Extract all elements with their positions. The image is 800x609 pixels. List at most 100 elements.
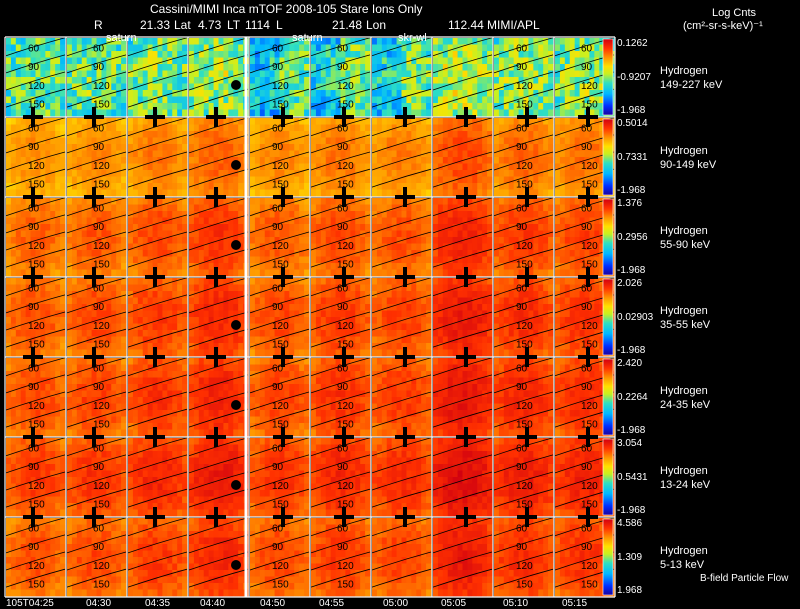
contour-label: 90 (581, 542, 593, 553)
image-frame (67, 118, 127, 197)
colorbar-min-label: -1.968 (617, 105, 646, 116)
image-frame (67, 358, 127, 437)
contour-label: 120 (272, 481, 289, 492)
lon-value: 112.44 (448, 18, 484, 32)
contour-label: 120 (28, 81, 45, 92)
contour-label: 150 (272, 340, 289, 351)
contour-label: 120 (93, 161, 110, 172)
contour-label: 120 (28, 561, 45, 572)
image-frame (250, 38, 310, 117)
contour-label: 150 (272, 100, 289, 111)
row-species-label: Hydrogen (660, 385, 708, 397)
contour-label: 150 (28, 180, 45, 191)
colorbar-mid-label: 0.7331 (617, 152, 648, 163)
contour-label: 120 (337, 241, 354, 252)
contour-label: 150 (28, 100, 45, 111)
image-frame (433, 358, 493, 437)
lt-label: LT (227, 18, 241, 32)
spacecraft-markers (23, 107, 598, 527)
colorbar (602, 198, 614, 276)
contour-label: 150 (337, 100, 354, 111)
contour-label: 150 (581, 100, 598, 111)
contour-label: 90 (337, 542, 349, 553)
image-frame (494, 358, 554, 437)
contour-label: 60 (93, 203, 105, 214)
contour-label: 90 (337, 302, 349, 313)
time-tick-label: 04:55 (319, 598, 345, 609)
contour-label: 90 (28, 382, 40, 393)
contour-label: 60 (337, 443, 349, 454)
image-frame (189, 38, 249, 117)
contour-label: 90 (581, 302, 593, 313)
contour-label: 120 (516, 401, 533, 412)
colorbar-mid-label: -0.9207 (617, 72, 651, 83)
contour-label: 120 (516, 561, 533, 572)
contour-label: 60 (93, 123, 105, 134)
contour-label: 90 (581, 382, 593, 393)
colorbar-min-label: -1.968 (617, 185, 646, 196)
chart-title: Cassini/MIMI Inca mTOF 2008-105 Stare Io… (150, 2, 423, 16)
image-frame (372, 518, 432, 597)
contour-label: 120 (93, 561, 110, 572)
row-energy-label: 149-227 keV (660, 79, 723, 91)
contour-label: 150 (272, 580, 289, 591)
contour-label: 120 (337, 321, 354, 332)
time-tick-label: 04:30 (86, 598, 112, 609)
contour-label: 150 (337, 580, 354, 591)
row-species-label: Hydrogen (660, 465, 708, 477)
image-frame (189, 518, 249, 597)
contour-label: 90 (93, 462, 105, 473)
colorbar-units: (cm²-sr-s-keV)⁻¹ (683, 20, 763, 32)
contour-label: 150 (28, 260, 45, 271)
contour-label: 90 (272, 142, 284, 153)
image-frame (250, 358, 310, 437)
contour-label: 60 (272, 443, 284, 454)
time-tick-label: 05:15 (562, 598, 588, 609)
row-species-label: Hydrogen (660, 65, 708, 77)
contour-label: 120 (28, 401, 45, 412)
contour-label: 90 (28, 142, 40, 153)
contour-label: 60 (272, 523, 284, 534)
contour-label: 120 (28, 321, 45, 332)
row-species-label: Hydrogen (660, 225, 708, 237)
r-label: R (94, 18, 103, 32)
contour-label: 60 (28, 203, 40, 214)
image-frame (128, 118, 188, 197)
colorbar-max-label: 4.586 (617, 518, 643, 529)
contour-label: 150 (516, 180, 533, 191)
contour-label: 90 (272, 462, 284, 473)
contour-label: 120 (28, 481, 45, 492)
image-frame (250, 518, 310, 597)
contour-label: 120 (516, 161, 533, 172)
contour-label: 120 (93, 241, 110, 252)
contour-label: 90 (272, 62, 284, 73)
contour-label: 60 (516, 363, 528, 374)
contour-label: 150 (337, 500, 354, 511)
contour-label: 120 (516, 81, 533, 92)
image-frame (189, 118, 249, 197)
contour-label: 90 (337, 142, 349, 153)
image-frame (6, 518, 66, 597)
image-frame (311, 358, 371, 437)
contour-label: 90 (581, 62, 593, 73)
contour-label: 150 (516, 500, 533, 511)
contour-label: 120 (272, 321, 289, 332)
lat-label: Lat (174, 18, 191, 32)
r-value: 21.33 (140, 18, 171, 32)
row-energy-label: 55-90 keV (660, 239, 711, 251)
image-frame (372, 358, 432, 437)
image-frame (433, 38, 493, 117)
contour-label: 60 (272, 43, 284, 54)
saturn-marks (231, 80, 241, 570)
colorbar (602, 118, 614, 196)
contour-label: 150 (516, 100, 533, 111)
contour-label: 90 (272, 382, 284, 393)
contour-label: 60 (93, 523, 105, 534)
colorbar-mid-label: 0.2264 (617, 392, 648, 403)
contour-label: 90 (93, 222, 105, 233)
contour-label: 60 (93, 283, 105, 294)
colorbar-min-label: 1.968 (617, 585, 643, 596)
contour-label: 150 (337, 340, 354, 351)
contour-label: 120 (581, 161, 598, 172)
